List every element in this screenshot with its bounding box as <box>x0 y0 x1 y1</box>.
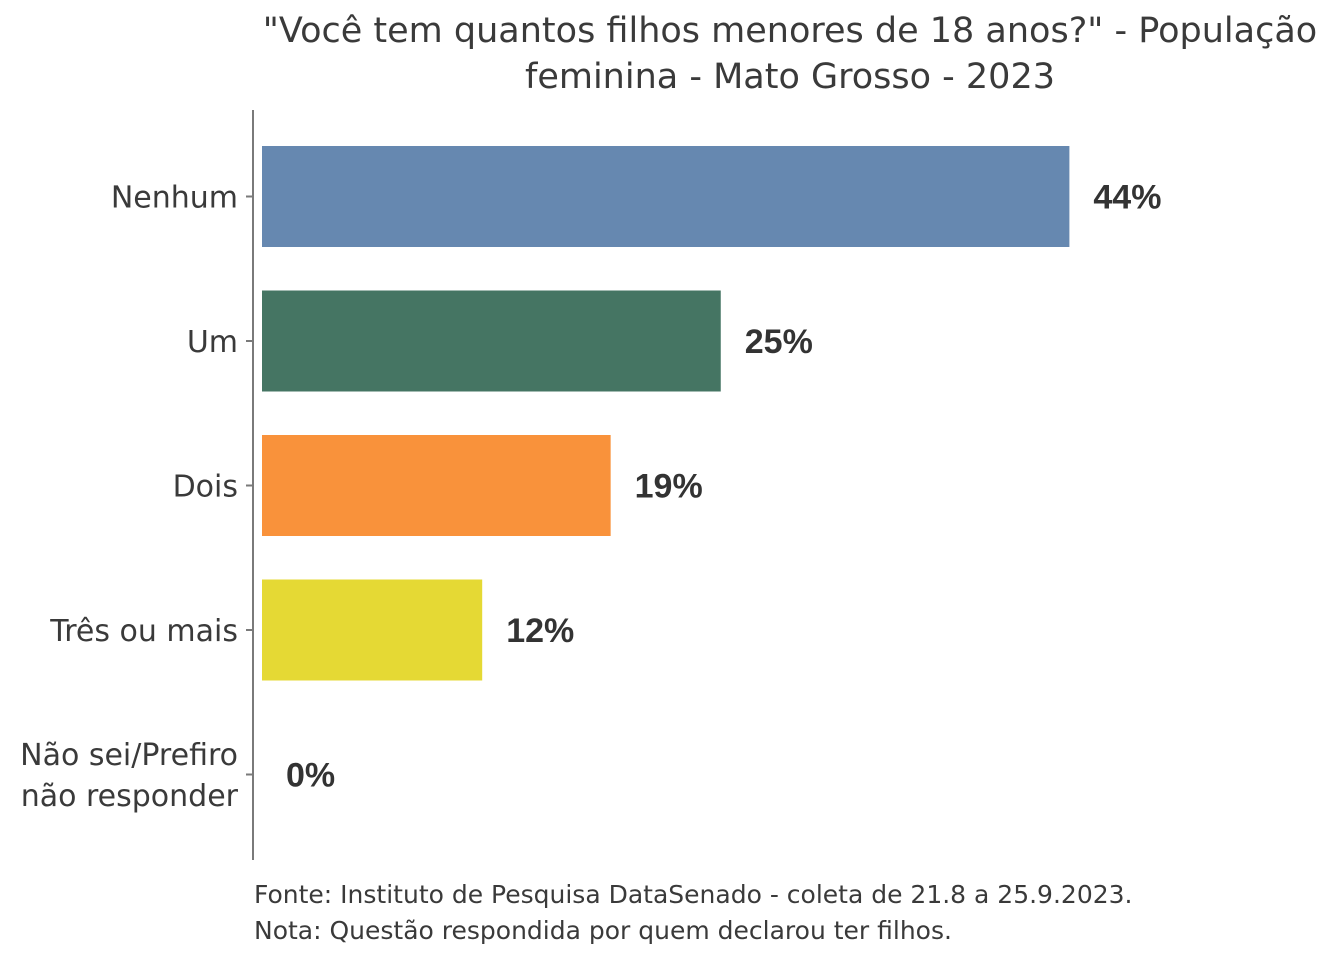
footnote-source: Fonte: Instituto de Pesquisa DataSenado … <box>254 880 1132 909</box>
category-label: Três ou mais <box>49 614 238 649</box>
category-label: Dois <box>173 470 238 505</box>
category-label: Um <box>187 325 238 360</box>
bar <box>262 290 721 392</box>
bar <box>262 579 483 681</box>
bar-value-label: 12% <box>506 612 574 650</box>
bar-value-label: 19% <box>635 468 703 506</box>
chart-title-line-1: "Você tem quantos filhos menores de 18 a… <box>263 11 1317 51</box>
category-label: não responder <box>21 779 239 814</box>
category-label: Não sei/Prefiro <box>20 738 238 773</box>
bar-value-label: 44% <box>1093 179 1161 217</box>
bar-value-label: 0% <box>286 757 335 795</box>
footnote-note: Nota: Questão respondida por quem declar… <box>254 916 952 945</box>
bar-value-label: 25% <box>745 323 813 361</box>
bars-group: 44% Nenhum 25% Um 19% Dois 12% Três ou mais 0% Nã… <box>20 146 1161 814</box>
category-label: Nenhum <box>111 181 238 216</box>
chart-title-line-2: feminina - Mato Grosso - 2023 <box>525 57 1055 97</box>
bar <box>262 435 611 536</box>
bar <box>262 146 1070 247</box>
